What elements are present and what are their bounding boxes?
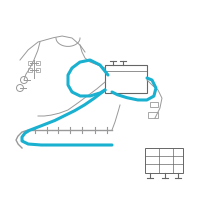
Bar — [28, 68, 32, 72]
Bar — [148, 112, 158, 118]
Bar — [36, 61, 40, 65]
Bar — [36, 68, 40, 72]
Bar — [105, 65, 147, 93]
Bar — [28, 61, 32, 65]
Bar — [150, 102, 158, 107]
Bar — [145, 148, 183, 173]
